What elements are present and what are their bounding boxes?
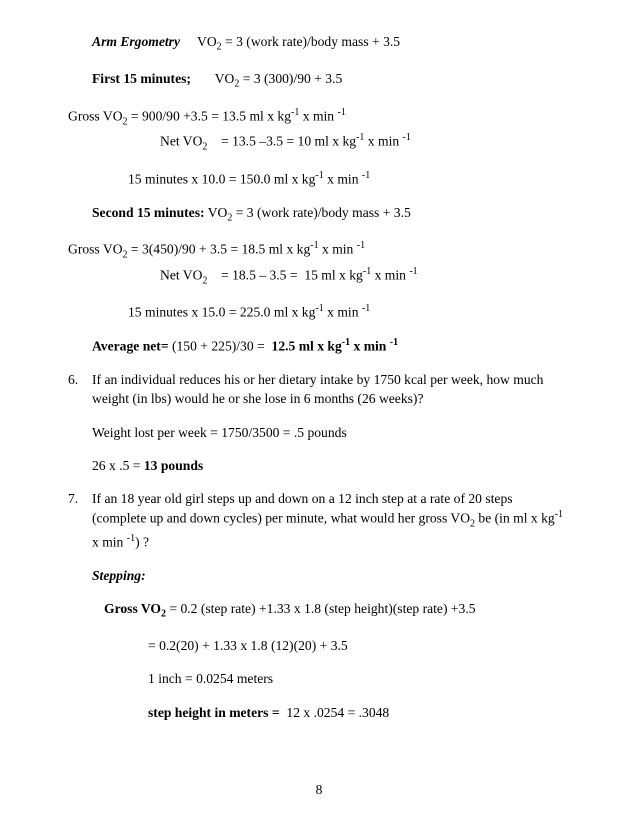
- q6-calc1: Weight lost per week = 1750/3500 = .5 po…: [92, 423, 570, 442]
- second15-total: 15 minutes x 15.0 = 225.0 ml x kg-1 x mi…: [128, 302, 570, 322]
- q6-text: If an individual reduces his or her diet…: [92, 370, 570, 409]
- q6-number: 6.: [68, 370, 92, 489]
- q7-eq2: = 0.2(20) + 1.33 x 1.8 (12)(20) + 3.5: [148, 636, 570, 655]
- page-content: Arm Ergometry VO2 = 3 (work rate)/body m…: [0, 0, 638, 760]
- average-net: Average net= (150 + 225)/30 = 12.5 ml x …: [92, 336, 570, 356]
- first15-total: 15 minutes x 10.0 = 150.0 ml x kg-1 x mi…: [128, 169, 570, 189]
- arm-ergometry-label: Arm Ergometry: [92, 34, 180, 49]
- first15-net: Net VO2 = 13.5 –3.5 = 10 ml x kg-1 x min…: [160, 131, 570, 154]
- q7-step-height: step height in meters = 12 x .0254 = .30…: [148, 703, 570, 722]
- first15-heading: First 15 minutes; VO2 = 3 (300)/90 + 3.5: [92, 69, 570, 92]
- q6-calc2: 26 x .5 = 13 pounds: [92, 456, 570, 475]
- first15-gross: Gross VO2 = 900/90 +3.5 = 13.5 ml x kg-1…: [68, 106, 570, 129]
- q7-stepping-label: Stepping:: [92, 566, 570, 585]
- second15-net: Net VO2 = 18.5 – 3.5 = 15 ml x kg-1 x mi…: [160, 265, 570, 288]
- question-6: 6. If an individual reduces his or her d…: [68, 370, 570, 489]
- q7-gross-formula: Gross VO2 = 0.2 (step rate) +1.33 x 1.8 …: [104, 599, 570, 622]
- second15-heading: Second 15 minutes: VO2 = 3 (work rate)/b…: [92, 203, 570, 226]
- second15-gross: Gross VO2 = 3(450)/90 + 3.5 = 18.5 ml x …: [68, 239, 570, 262]
- q7-number: 7.: [68, 489, 92, 736]
- question-7: 7. If an 18 year old girl steps up and d…: [68, 489, 570, 736]
- arm-ergometry-heading: Arm Ergometry VO2 = 3 (work rate)/body m…: [92, 32, 570, 55]
- page-number: 8: [0, 782, 638, 798]
- q7-text: If an 18 year old girl steps up and down…: [92, 489, 570, 552]
- q7-inch: 1 inch = 0.0254 meters: [148, 669, 570, 688]
